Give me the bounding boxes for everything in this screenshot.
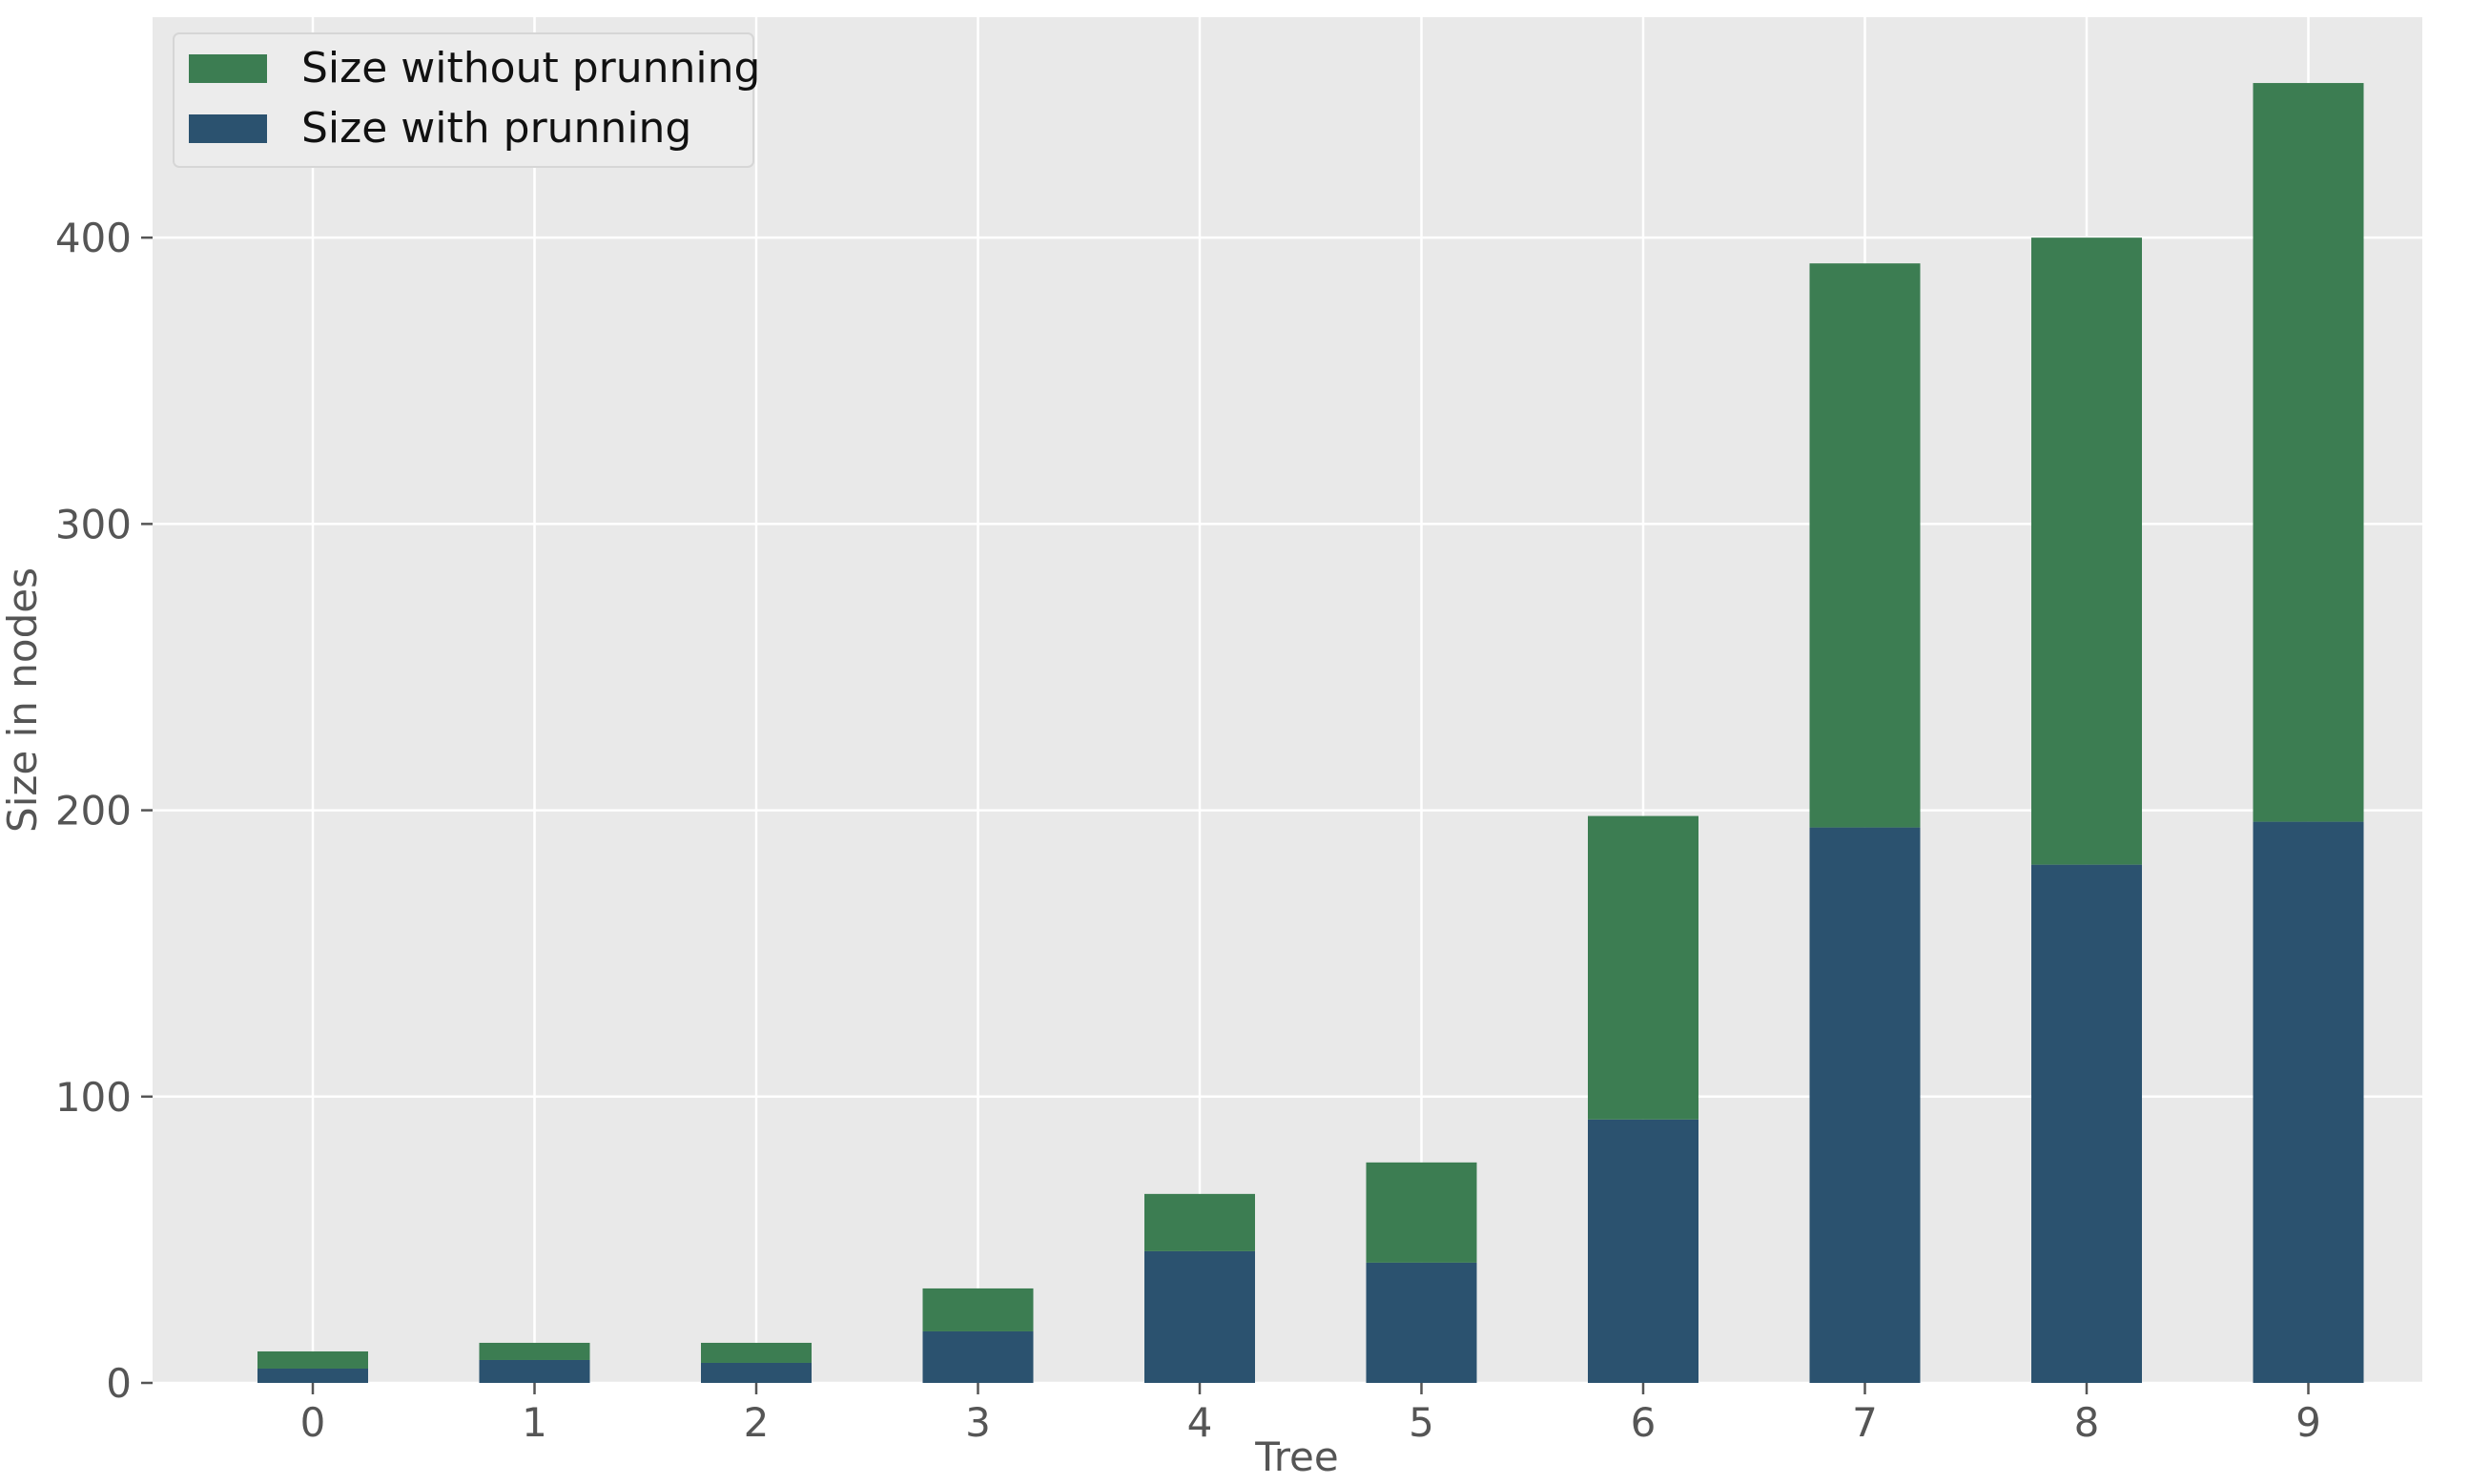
bar-with-prunning-0 (257, 1368, 368, 1383)
bar-with-prunning-6 (1588, 1119, 1698, 1383)
legend-swatch-without-prunning (189, 54, 267, 83)
x-tick-label: 5 (1409, 1399, 1434, 1446)
x-tick-label: 0 (300, 1399, 326, 1446)
bar-without-prunning-2 (701, 1342, 812, 1363)
x-tick-label: 9 (2295, 1399, 2321, 1446)
bars (257, 83, 2364, 1383)
x-tick-label: 1 (522, 1399, 547, 1446)
y-tick-label: 300 (55, 501, 132, 547)
bar-with-prunning-1 (479, 1359, 590, 1383)
x-axis-label: Tree (1254, 1433, 1339, 1480)
x-tick-label: 6 (1631, 1399, 1657, 1446)
x-tick-label: 2 (744, 1399, 770, 1446)
y-tick-label: 200 (55, 788, 132, 835)
x-tick-label: 3 (965, 1399, 991, 1446)
bar-without-prunning-4 (1144, 1193, 1255, 1251)
x-axis-ticks: 0 1 2 3 4 5 6 7 8 9 (300, 1383, 2321, 1446)
legend-swatch-with-prunning (189, 114, 267, 143)
bar-with-prunning-5 (1366, 1262, 1477, 1383)
bar-without-prunning-7 (1809, 263, 1921, 828)
x-tick-label: 8 (2074, 1399, 2100, 1446)
y-axis-ticks: 0 100 200 300 400 (55, 215, 153, 1407)
bar-without-prunning-1 (479, 1342, 590, 1360)
bar-with-prunning-7 (1809, 827, 1921, 1383)
x-tick-label: 7 (1852, 1399, 1878, 1446)
y-axis-label: Size in nodes (0, 567, 46, 833)
y-tick-label: 100 (55, 1074, 132, 1121)
bar-without-prunning-8 (2031, 237, 2142, 865)
legend-box (173, 32, 754, 168)
bar-with-prunning-8 (2031, 864, 2142, 1383)
legend-label-with-prunning: Size with prunning (301, 104, 691, 153)
bar-without-prunning-6 (1588, 815, 1698, 1120)
bar-with-prunning-9 (2253, 821, 2364, 1383)
bar-with-prunning-3 (922, 1330, 1034, 1383)
legend: Size without prunning Size with prunning (173, 32, 760, 168)
bar-without-prunning-0 (257, 1350, 368, 1369)
bar-without-prunning-5 (1366, 1162, 1477, 1263)
legend-label-without-prunning: Size without prunning (301, 44, 760, 93)
y-tick-label: 400 (55, 215, 132, 261)
bar-with-prunning-4 (1144, 1250, 1255, 1383)
bar-without-prunning-9 (2253, 83, 2364, 822)
y-tick-label: 0 (106, 1360, 132, 1407)
bar-without-prunning-3 (922, 1288, 1034, 1331)
x-tick-label: 4 (1187, 1399, 1213, 1446)
bar-with-prunning-2 (701, 1362, 812, 1383)
